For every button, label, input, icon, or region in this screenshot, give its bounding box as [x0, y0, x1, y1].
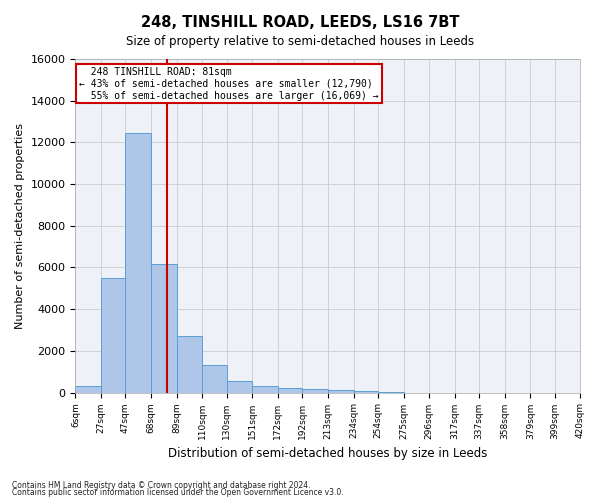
Bar: [176, 336, 202, 392]
Bar: [76, 386, 101, 392]
Bar: [101, 278, 125, 392]
Text: Contains HM Land Registry data © Crown copyright and database right 2024.: Contains HM Land Registry data © Crown c…: [12, 480, 311, 490]
Text: 248 TINSHILL ROAD: 81sqm
← 43% of semi-detached houses are smaller (12,790)
  55: 248 TINSHILL ROAD: 81sqm ← 43% of semi-d…: [79, 68, 379, 100]
Bar: [202, 366, 227, 392]
Y-axis label: Number of semi-detached properties: Number of semi-detached properties: [15, 123, 25, 329]
Bar: [302, 390, 328, 392]
X-axis label: Distribution of semi-detached houses by size in Leeds: Distribution of semi-detached houses by …: [168, 447, 488, 460]
Text: 248, TINSHILL ROAD, LEEDS, LS16 7BT: 248, TINSHILL ROAD, LEEDS, LS16 7BT: [141, 15, 459, 30]
Bar: [125, 133, 151, 392]
Bar: [227, 381, 253, 392]
Bar: [278, 388, 302, 392]
Bar: [353, 391, 378, 392]
Bar: [328, 390, 353, 392]
Text: Contains public sector information licensed under the Open Government Licence v3: Contains public sector information licen…: [12, 488, 344, 497]
Text: Size of property relative to semi-detached houses in Leeds: Size of property relative to semi-detach…: [126, 35, 474, 48]
Bar: [253, 386, 278, 392]
Bar: [151, 264, 176, 392]
